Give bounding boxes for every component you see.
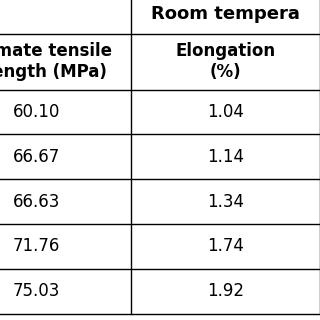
Text: 1.04: 1.04 — [207, 103, 244, 121]
Text: 1.34: 1.34 — [207, 193, 244, 211]
Text: Room tempera: Room tempera — [151, 4, 300, 23]
Text: 66.63: 66.63 — [13, 193, 60, 211]
Text: 60.10: 60.10 — [13, 103, 60, 121]
Text: 66.67: 66.67 — [13, 148, 60, 166]
Text: 1.92: 1.92 — [207, 282, 244, 300]
Text: 1.74: 1.74 — [207, 237, 244, 255]
Text: 1.14: 1.14 — [207, 148, 244, 166]
Text: Ultimate tensile
strength (MPa): Ultimate tensile strength (MPa) — [0, 42, 112, 81]
Text: 71.76: 71.76 — [13, 237, 60, 255]
Text: 75.03: 75.03 — [13, 282, 60, 300]
Text: Elongation
(%): Elongation (%) — [176, 42, 276, 81]
